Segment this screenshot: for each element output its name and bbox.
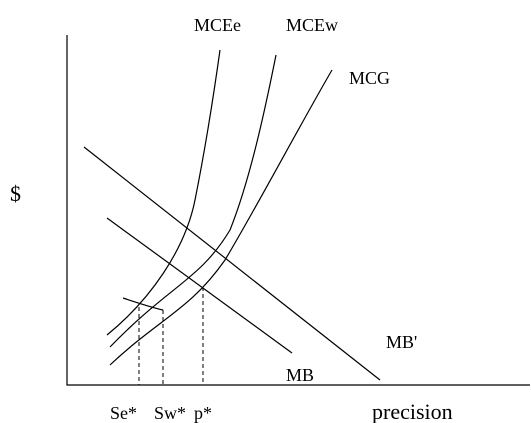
mce-w-curve [109, 54, 277, 348]
mb-prime-label: MB' [386, 332, 417, 352]
se-star-label: Se* [110, 403, 137, 423]
p-star-label: p* [194, 403, 212, 423]
mce-e-label: MCEe [194, 15, 241, 35]
mcg-label: MCG [349, 68, 390, 88]
mb-label: MB [286, 365, 314, 385]
sw-star-label: Sw* [154, 403, 186, 423]
mce-e-curve [106, 49, 221, 336]
axes [66, 35, 530, 386]
mce-w-label: MCEw [286, 15, 338, 35]
x-axis-label: precision [372, 399, 453, 423]
mcew-left-segment [122, 297, 164, 311]
mcg-curve [109, 69, 333, 366]
y-axis-label: $ [10, 181, 21, 206]
mb-prime-curve [83, 146, 381, 381]
mb-curve [106, 217, 293, 354]
